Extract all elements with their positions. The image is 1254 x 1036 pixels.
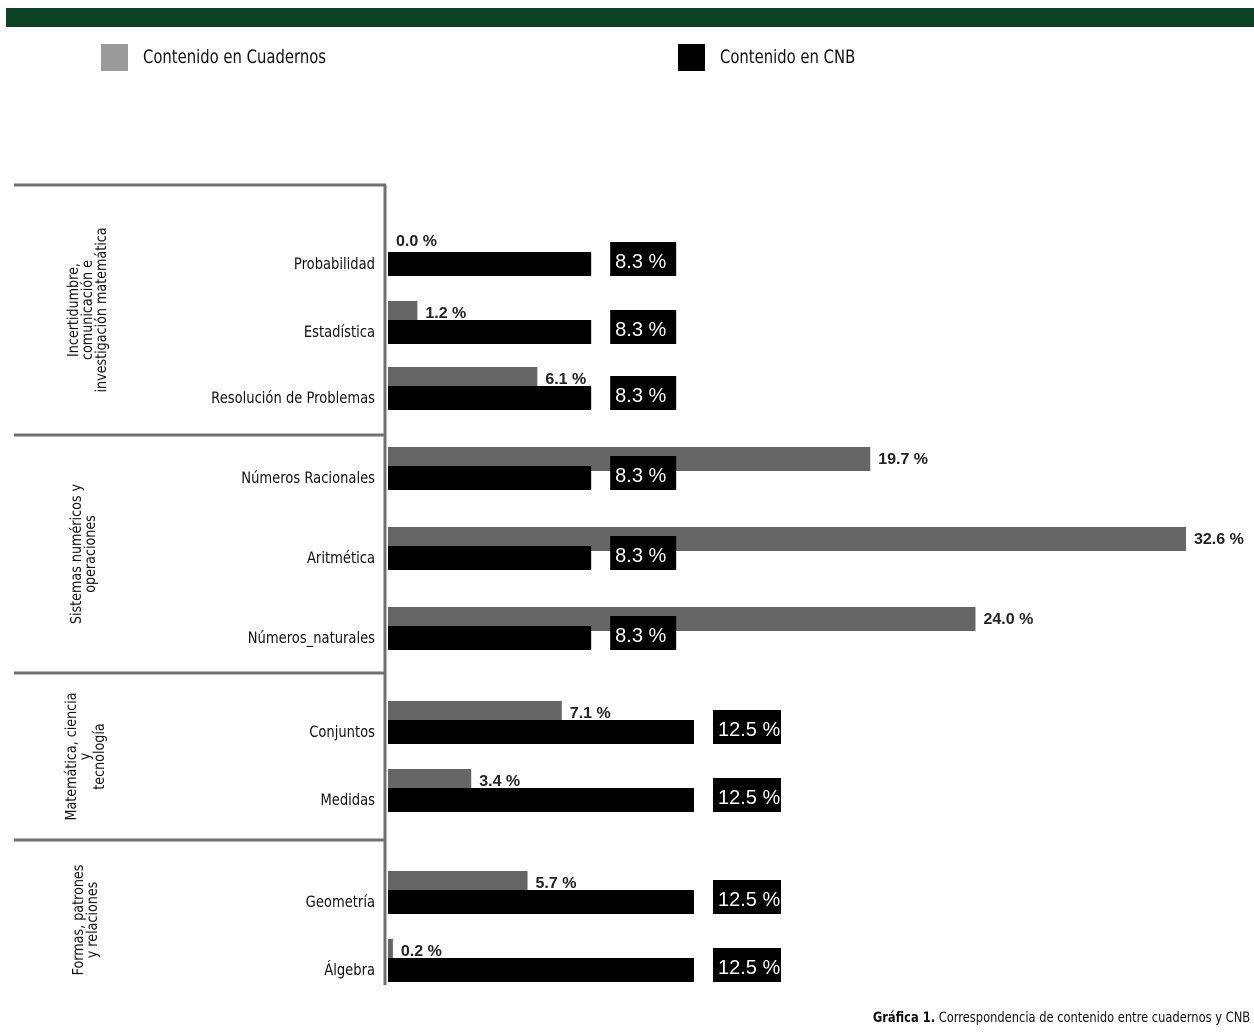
data-label-box-cnb-numeros-naturales [610,616,677,650]
data-label-cnb-conjuntos: 12.5 % [718,719,780,741]
legend-item-cnb: Contenido en CNB [678,43,893,71]
bar-cnb-probabilidad [388,252,592,276]
data-label-cnb-algebra: 12.5 % [718,957,780,979]
data-label-cnb-estadistica: 8.3 % [615,319,666,341]
legend-item-cuadernos: Contenido en Cuadernos [101,43,378,71]
data-label-cuadernos-conjuntos: 7.1 % [570,705,611,722]
data-label-box-cnb-numeros-racionales [610,456,677,490]
category-label-algebra: Álgebra [324,960,375,980]
data-label-cuadernos-aritmetica: 32.6 % [1194,531,1244,548]
bar-cnb-aritmetica [388,546,592,570]
bar-cnb-medidas [388,788,694,812]
data-label-cuadernos-numeros-racionales: 19.7 % [878,451,928,468]
data-label-cuadernos-probabilidad: 0.0 % [396,233,437,250]
caption-prefix: Gráfica 1. [872,1010,935,1026]
data-label-cuadernos-geometria: 5.7 % [536,875,577,892]
category-label-aritmetica: Aritmética [307,549,375,568]
category-label-estadistica: Estadística [304,323,375,342]
data-label-box-cnb-algebra [712,948,781,982]
group-label-incertidumbre-comunicacion-e-investigacion-matematica: Incertidumbre,comunicación einvestigació… [65,227,110,392]
data-label-cnb-probabilidad: 8.3 % [615,251,666,273]
data-label-cuadernos-algebra: 0.2 % [401,943,442,960]
data-label-cnb-resolucion-de-problemas: 8.3 % [615,385,666,407]
bar-cuadernos-algebra [388,939,393,963]
data-label-box-cnb-medidas [712,778,781,812]
bar-cnb-geometria [388,890,694,914]
data-label-box-cnb-conjuntos [712,710,781,744]
category-label-geometria: Geometría [306,893,375,912]
data-label-box-cnb-aritmetica [610,536,677,570]
category-label-numeros-racionales: Números Racionales [241,469,375,488]
bar-cnb-numeros-naturales [388,626,592,650]
bar-cnb-estadistica [388,320,592,344]
data-label-cnb-numeros-racionales: 8.3 % [615,465,666,487]
legend-label-cuadernos: Contenido en Cuadernos [143,46,327,68]
legend-swatch-cnb [678,43,705,71]
data-label-cnb-numeros-naturales: 8.3 % [615,625,666,647]
data-label-cuadernos-medidas: 3.4 % [479,773,520,790]
category-label-probabilidad: Probabilidad [294,255,375,274]
data-label-box-cnb-probabilidad [610,242,677,276]
bar-cnb-conjuntos [388,720,694,744]
bar-cnb-numeros-racionales [388,466,592,490]
data-label-cnb-medidas: 12.5 % [718,787,780,809]
data-label-cnb-aritmetica: 8.3 % [615,545,666,567]
caption-text: Correspondencia de contenido entre cuade… [938,1010,1250,1026]
bar-cnb-resolucion-de-problemas [388,386,592,410]
chart-caption: Gráfica 1. Correspondencia de contenido … [873,1010,1250,1026]
data-label-cnb-geometria: 12.5 % [718,889,780,911]
category-label-numeros-naturales: Números_naturales [248,629,375,648]
data-label-box-cnb-estadistica [610,310,677,344]
group-label-matematica-ciencia-y-tecnologia: Matemática, cienciaytecnología [63,692,108,820]
category-label-conjuntos: Conjuntos [309,723,375,742]
group-label-sistemas-numericos-y-operaciones: Sistemas numéricos yoperaciones [68,484,99,624]
legend-swatch-cuadernos [101,43,128,71]
data-label-box-cnb-resolucion-de-problemas [610,376,677,410]
category-label-resolucion-de-problemas: Resolución de Problemas [211,389,375,408]
bar-cnb-algebra [388,958,694,982]
legend-label-cnb: Contenido en CNB [720,46,856,68]
group-label-formas-patrones-y-relaciones: Formas, patronesy relaciones [70,865,101,976]
data-label-cuadernos-resolucion-de-problemas: 6.1 % [545,371,586,388]
data-label-box-cnb-geometria [712,880,781,914]
category-label-medidas: Medidas [320,791,375,810]
top-banner [6,8,1254,27]
data-label-cuadernos-numeros-naturales: 24.0 % [983,611,1033,628]
data-label-cuadernos-estadistica: 1.2 % [425,305,466,322]
